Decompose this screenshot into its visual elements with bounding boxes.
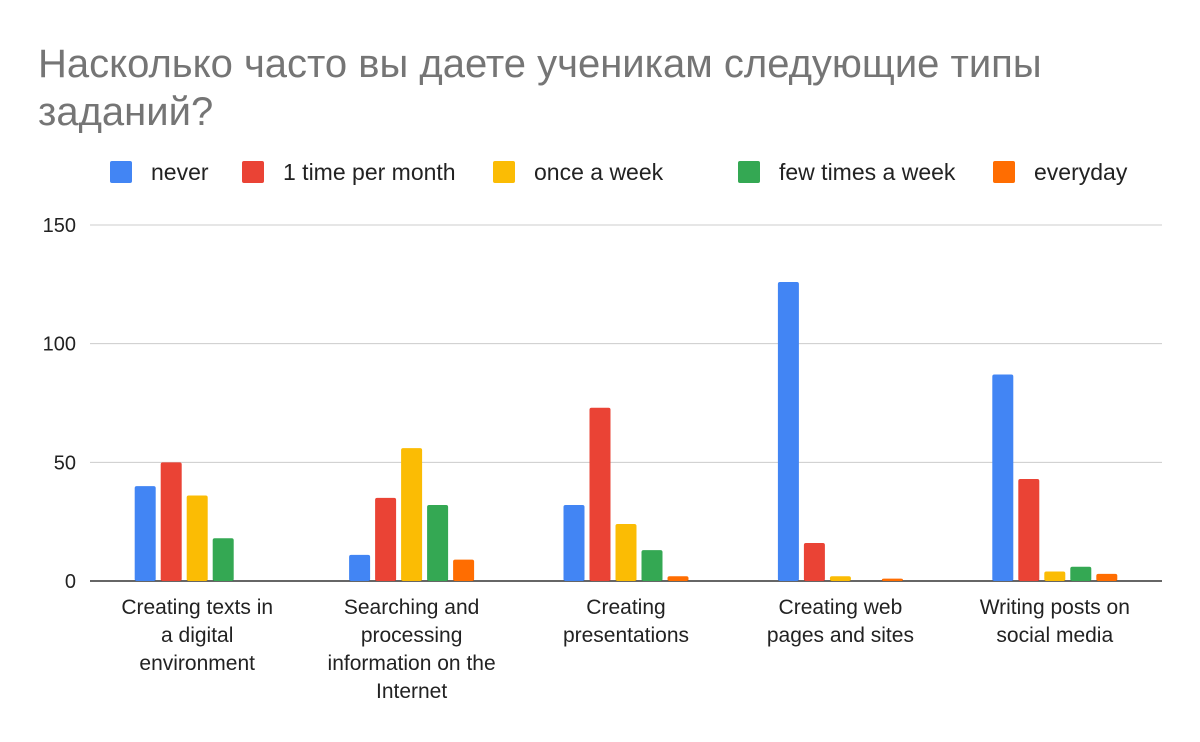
x-category-label-line: a digital <box>161 624 233 647</box>
x-category-label-line: environment <box>139 652 255 675</box>
x-category-label-line: Searching and <box>344 596 479 619</box>
chart-title: Насколько часто вы даете ученикам следую… <box>38 42 1042 134</box>
x-category-label-line: presentations <box>563 624 689 647</box>
bar <box>667 576 689 581</box>
x-category-label-line: Creating web <box>779 596 903 619</box>
bar <box>589 407 611 581</box>
bar <box>1070 566 1092 581</box>
x-category-label-line: Internet <box>376 680 447 703</box>
legend-label: few times a week <box>779 159 956 185</box>
legend-swatch <box>993 161 1015 183</box>
bar <box>186 495 208 581</box>
bar <box>641 550 663 581</box>
x-category-label-line: Creating texts in <box>121 596 273 619</box>
bar <box>803 543 825 581</box>
bar <box>829 576 851 581</box>
x-category-label: Searching and processing information on th… <box>328 596 496 703</box>
legend-label: 1 time per month <box>283 159 456 185</box>
x-category-label: Writing posts on social media <box>980 596 1130 647</box>
x-category-label: Creating presentations <box>563 596 689 647</box>
bar <box>349 554 371 581</box>
legend-label: never <box>151 159 209 185</box>
bar <box>563 505 585 581</box>
legend-swatch <box>110 161 132 183</box>
y-tick-label: 50 <box>54 452 76 474</box>
y-tick-label: 150 <box>43 215 76 237</box>
bar <box>212 538 234 581</box>
x-category-label-line: Creating <box>586 596 665 619</box>
legend-swatch <box>493 161 515 183</box>
bar <box>453 559 475 581</box>
y-tick-label: 0 <box>65 571 76 593</box>
legend-swatch <box>242 161 264 183</box>
x-category-label-line: pages and sites <box>767 624 914 647</box>
bar <box>1018 478 1040 581</box>
x-category-label-line: Writing posts on <box>980 596 1130 619</box>
x-category-label: Creating texts in a digital environment <box>121 596 273 675</box>
x-category-label-line: information on the <box>328 652 496 675</box>
bar <box>1096 573 1118 581</box>
bar <box>615 524 637 581</box>
bar <box>134 486 156 581</box>
bar <box>375 497 397 581</box>
bar <box>401 448 423 581</box>
bar <box>777 281 799 581</box>
y-tick-label: 100 <box>43 334 76 356</box>
bar <box>427 505 449 581</box>
bar <box>1044 571 1066 581</box>
bar <box>160 462 182 581</box>
x-category-label: Creating web pages and sites <box>767 596 914 647</box>
legend-swatch <box>738 161 760 183</box>
bar <box>881 578 903 581</box>
x-category-label-line: social media <box>996 624 1113 647</box>
x-category-label-line: processing <box>361 624 463 647</box>
legend-label: once a week <box>534 159 664 185</box>
legend-label: everyday <box>1034 159 1128 185</box>
bar <box>992 374 1014 581</box>
